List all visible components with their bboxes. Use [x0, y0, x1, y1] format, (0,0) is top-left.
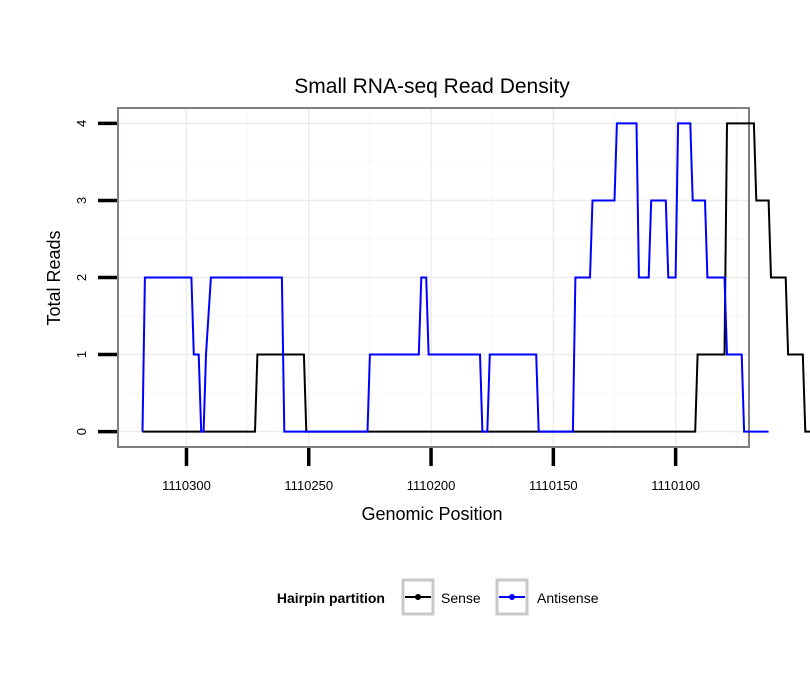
legend-point-sense [415, 594, 421, 600]
series-line-antisense [141, 122, 769, 433]
y-axis-title: Total Reads [44, 230, 64, 325]
legend-title: Hairpin partition [277, 590, 385, 606]
legend-item-sense: Sense [401, 578, 481, 616]
legend-label-antisense: Antisense [537, 590, 599, 606]
x-axis-title: Genomic Position [361, 504, 502, 524]
y-tick-label: 3 [74, 197, 89, 204]
x-tick-label: 1110200 [407, 478, 456, 493]
series-layer [141, 122, 810, 433]
y-tick-label: 1 [74, 351, 89, 358]
legend-item-antisense: Antisense [495, 578, 599, 616]
chart-title: Small RNA-seq Read Density [294, 75, 570, 98]
x-tick-label: 1110150 [529, 478, 578, 493]
legend-point-antisense [509, 594, 515, 600]
x-tick-label: 1110300 [162, 478, 211, 493]
legend: Hairpin partition Sense Antisense [277, 578, 599, 616]
y-axis: 0 1 2 3 4 [74, 120, 117, 435]
x-tick-label: 1110100 [651, 478, 700, 493]
legend-label-sense: Sense [441, 590, 481, 606]
y-tick-label: 2 [74, 274, 89, 281]
y-tick-label: 4 [74, 120, 89, 127]
y-tick-label: 0 [74, 428, 89, 435]
series-line-sense [142, 122, 810, 433]
x-tick-label: 1110250 [284, 478, 333, 493]
x-axis: 1110300 1110250 1110200 1110150 1110100 [162, 448, 700, 493]
